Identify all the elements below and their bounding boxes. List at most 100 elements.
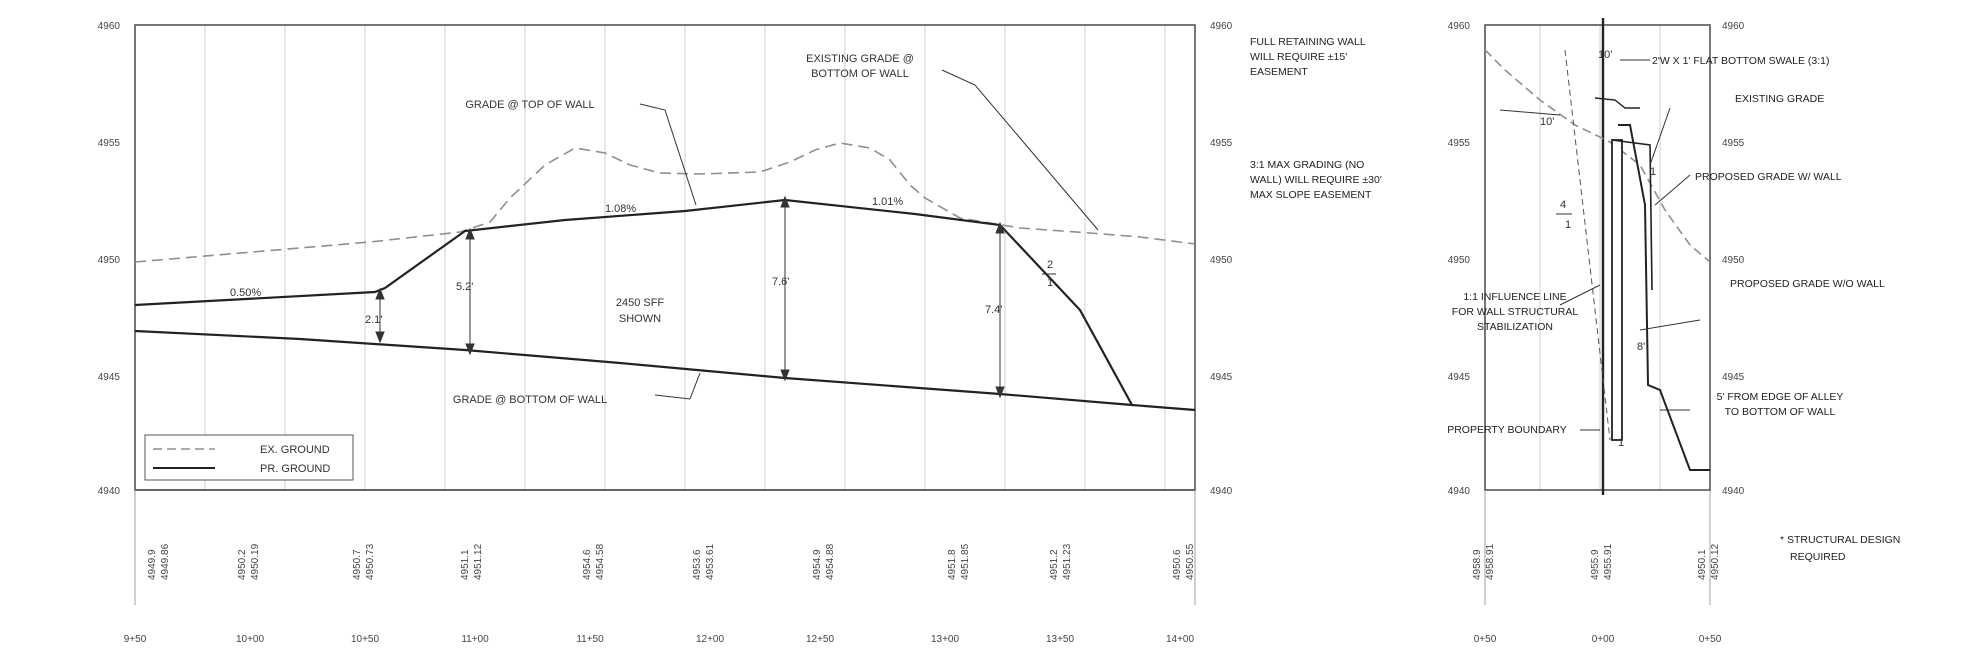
station-label: 10+00 — [236, 634, 265, 645]
dim-label: 10' — [1540, 116, 1554, 128]
station-elev-bottom: 4951.12 — [473, 543, 484, 580]
callout-influence: FOR WALL STRUCTURAL — [1452, 306, 1579, 318]
callout-alley: TO BOTTOM OF WALL — [1725, 406, 1836, 418]
station-label: 12+50 — [806, 634, 835, 645]
height-label: 5.2' — [456, 281, 473, 293]
station-elev-top: 4951.1 — [460, 549, 471, 580]
structural-note: * STRUCTURAL DESIGN REQUIRED — [1780, 534, 1900, 563]
profile-station-elevations: 4949.9 4949.86 4950.2 4950.19 4950.7 495… — [147, 543, 1196, 580]
station-label: 13+00 — [931, 634, 960, 645]
station-elev-bottom: 4950.73 — [365, 543, 376, 580]
existing-ground-line — [134, 142, 1196, 263]
legend-label: EX. GROUND — [260, 444, 330, 456]
section-annotations: 2'W X 1' FLAT BOTTOM SWALE (3:1) EXISTIN… — [1447, 49, 1885, 449]
station-label: 14+00 — [1166, 634, 1195, 645]
retaining-wall — [1611, 139, 1623, 441]
station-label: 13+50 — [1046, 634, 1075, 645]
section-view — [1484, 18, 1711, 605]
note-line: 3:1 MAX GRADING (NO — [1250, 159, 1364, 171]
station-elev-top: 4951.2 — [1049, 549, 1060, 580]
profile-stations: 9+50 10+00 10+50 11+00 11+50 12+00 12+50… — [124, 634, 1195, 645]
side-ratio: 1 — [1047, 277, 1053, 289]
station-elev-bottom: 4955.91 — [1603, 543, 1614, 580]
station-elev-top: 4950.6 — [1172, 549, 1183, 580]
legend-label: PR. GROUND — [260, 463, 330, 475]
height-label: 7.6' — [772, 276, 789, 288]
station-label: 0+00 — [1592, 634, 1615, 645]
callout-influence: 1:1 INFLUENCE LINE — [1463, 291, 1566, 303]
station-elev-top: 4950.2 — [237, 549, 248, 580]
note-line: * STRUCTURAL DESIGN — [1780, 534, 1900, 546]
height-label: 2.1' — [365, 314, 382, 326]
dim-label: 10' — [1598, 49, 1612, 61]
elev-tick: 4940 — [1722, 486, 1745, 497]
proposed-grade-top-wall — [134, 198, 1133, 406]
ratio: 4 — [1560, 199, 1566, 211]
callout-property: PROPERTY BOUNDARY — [1447, 424, 1567, 436]
station-elev-bottom: 4954.88 — [825, 543, 836, 580]
note-line: FULL RETAINING WALL — [1250, 36, 1366, 48]
callout-proposed-wall: PROPOSED GRADE W/ WALL — [1695, 171, 1842, 183]
elev-tick: 4960 — [1210, 21, 1233, 32]
elev-tick: 4940 — [98, 486, 121, 497]
station-elev-bottom: 4951.23 — [1062, 543, 1073, 580]
note-line: REQUIRED — [1790, 551, 1846, 563]
note-line: EASEMENT — [1250, 66, 1308, 78]
proposed-grade-without-wall — [1611, 139, 1653, 291]
station-label: 0+50 — [1699, 634, 1722, 645]
proposed-grade-bottom-wall — [134, 329, 1196, 412]
callout-influence: STABILIZATION — [1477, 321, 1553, 333]
section-stations: 0+50 0+00 0+50 — [1474, 634, 1722, 645]
elev-tick: 4945 — [1722, 372, 1745, 383]
slope-label: 1.01% — [872, 196, 903, 208]
station-elev-top: 4950.1 — [1697, 549, 1708, 580]
elev-tick: 4960 — [98, 21, 121, 32]
elev-tick: 4945 — [1448, 372, 1471, 383]
station-label: 11+50 — [576, 634, 604, 645]
station-elev-bottom: 4958.91 — [1485, 543, 1496, 580]
station-elev-top: 4955.9 — [1590, 549, 1601, 580]
side-notes: FULL RETAINING WALL WILL REQUIRE ±15' EA… — [1250, 36, 1382, 201]
station-label: 10+50 — [351, 634, 380, 645]
ratio: 1 — [1565, 219, 1571, 231]
profile-elev-left: 4960 4955 4950 4945 4940 — [98, 21, 121, 497]
note-line: WILL REQUIRE ±15' — [1250, 51, 1347, 63]
elev-tick: 4955 — [1722, 138, 1745, 149]
profile-annotations: 0.50% 1.08% 1.01% 2.1' 5.2' 7.6' 7.4' 24… — [230, 53, 1056, 406]
elev-tick: 4950 — [1448, 255, 1471, 266]
elev-tick: 4955 — [1210, 138, 1233, 149]
station-elev-bottom: 4950.19 — [250, 543, 261, 580]
elev-tick: 4955 — [1448, 138, 1471, 149]
section-elev-right: 4960 4955 4950 4945 4940 — [1722, 21, 1745, 497]
ratio: 1 — [1650, 166, 1656, 178]
profile-view — [134, 24, 1196, 605]
elev-tick: 4945 — [98, 372, 121, 383]
station-elev-bottom: 4951.85 — [960, 543, 971, 580]
callout-grade-top: GRADE @ TOP OF WALL — [465, 99, 594, 111]
section-station-elevations: 4958.9 4958.91 4955.9 4955.91 4950.1 495… — [1472, 543, 1721, 580]
elev-tick: 4960 — [1722, 21, 1745, 32]
profile-frame — [134, 24, 1196, 491]
section-existing-ground — [1484, 49, 1711, 263]
station-label: 11+00 — [461, 634, 489, 645]
station-elev-top: 4954.6 — [582, 549, 593, 580]
callout-existing-grade: EXISTING GRADE — [1735, 93, 1824, 105]
callout-swale: 2'W X 1' FLAT BOTTOM SWALE (3:1) — [1652, 55, 1830, 67]
elev-tick: 4955 — [98, 138, 121, 149]
note-line: MAX SLOPE EASEMENT — [1250, 189, 1372, 201]
elev-tick: 4960 — [1448, 21, 1471, 32]
profile-elev-right: 4960 4955 4950 4945 4940 — [1210, 21, 1233, 497]
station-elev-top: 4958.9 — [1472, 549, 1483, 580]
station-elev-bottom: 4950.12 — [1710, 543, 1721, 580]
callout-existing: EXISTING GRADE @ — [806, 53, 914, 65]
station-elev-top: 4953.6 — [692, 549, 703, 580]
station-elev-bottom: 4953.61 — [705, 543, 716, 580]
callout-alley: 5' FROM EDGE OF ALLEY — [1717, 391, 1844, 403]
side-ratio: 2 — [1047, 259, 1053, 271]
station-elev-top: 4954.9 — [812, 549, 823, 580]
station-elev-bottom: 4949.86 — [160, 543, 171, 580]
elev-tick: 4950 — [1722, 255, 1745, 266]
station-elev-bottom: 4950.55 — [1185, 543, 1196, 580]
elev-tick: 4940 — [1448, 486, 1471, 497]
